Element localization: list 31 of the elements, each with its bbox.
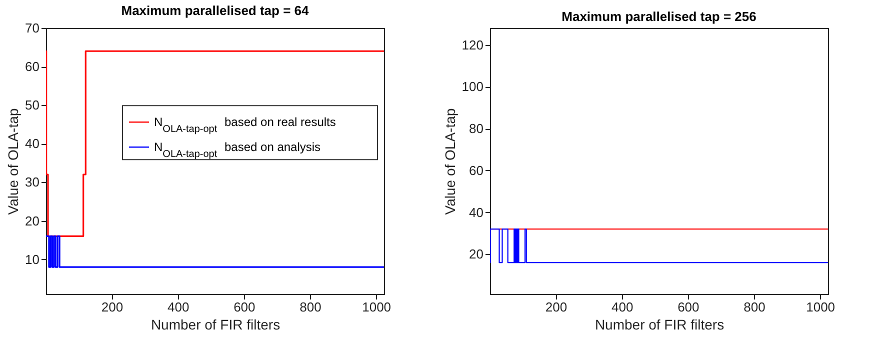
x-tick-label: 400: [611, 300, 634, 314]
y-tick-label: 70: [25, 20, 40, 36]
y-axis-title: Value of OLA-tap: [5, 108, 22, 215]
x-tick-label: 1000: [806, 300, 836, 314]
y-tick-label: 30: [25, 174, 40, 190]
x-tick-label: 1000: [362, 300, 392, 314]
x-tick-label: 400: [167, 300, 190, 314]
y-axis-title: Value of OLA-tap: [442, 108, 458, 215]
x-axis-title: Number of FIR filters: [150, 316, 280, 332]
x-tick-label: 200: [101, 300, 124, 314]
y-tick-label: 20: [25, 213, 40, 228]
y-tick-label: 60: [25, 59, 40, 74]
legend-label: N$_{OLA-tap-opt}$ based on analysis: [154, 140, 321, 160]
y-tick-label: 20: [469, 246, 484, 262]
y-tick-label: 120: [462, 37, 484, 52]
x-tick-label: 800: [744, 300, 766, 314]
y-tick-label: 40: [469, 204, 484, 220]
x-tick-label: 600: [678, 300, 700, 314]
legend-label: N$_{OLA-tap-opt}$ based on real results: [154, 115, 336, 135]
y-tick-label: 40: [25, 136, 40, 152]
x-axis-title: Number of FIR filters: [594, 316, 724, 332]
x-tick-label: 600: [234, 300, 256, 314]
chart-title: Maximum parallelised tap = 64: [121, 3, 310, 18]
y-tick-label: 10: [25, 252, 40, 267]
y-tick-label: 80: [469, 121, 484, 136]
y-tick-label: 60: [469, 162, 484, 178]
chart-title: Maximum parallelised tap = 256: [562, 9, 756, 24]
x-tick-label: 800: [300, 300, 322, 314]
y-tick-label: 100: [462, 79, 484, 94]
x-tick-label: 200: [545, 300, 568, 314]
y-tick-label: 50: [25, 98, 40, 113]
